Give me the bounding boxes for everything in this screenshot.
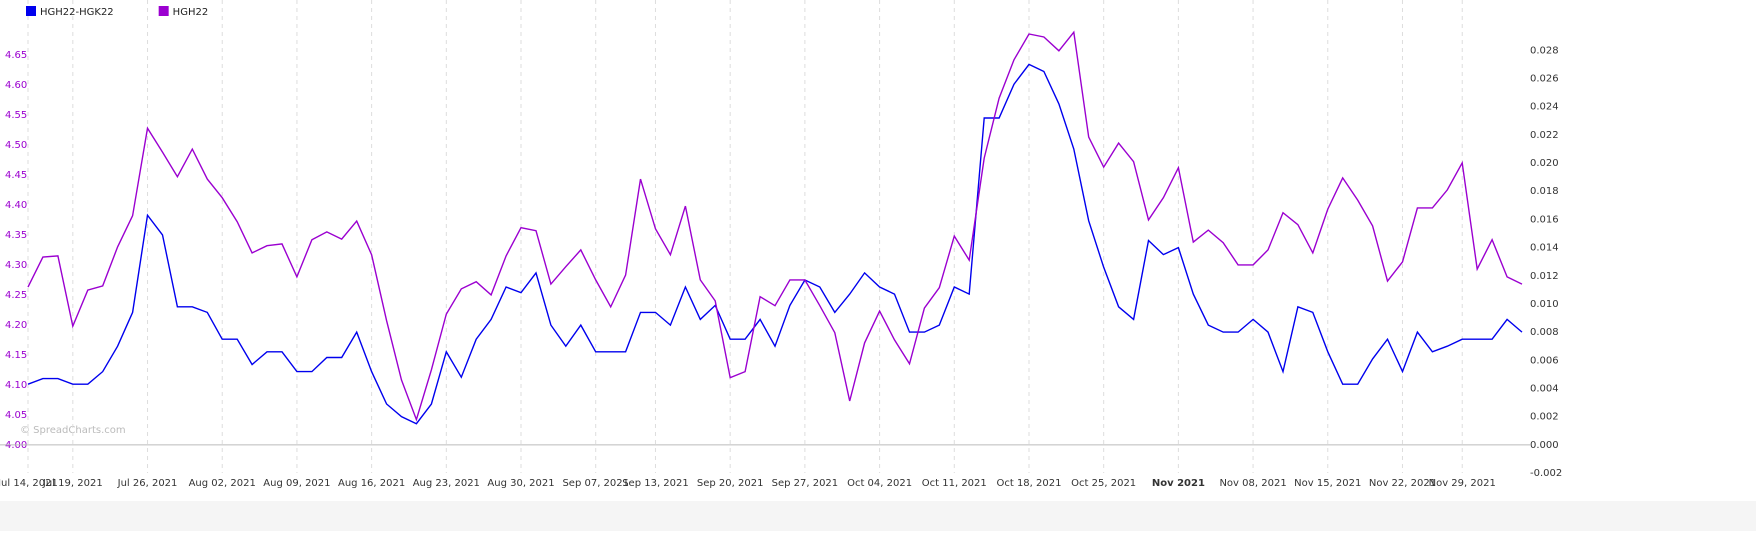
x-tick-label: Nov 29, 2021 [1429,478,1496,489]
x-tick-label: Oct 18, 2021 [996,478,1061,489]
y2-tick-label: 0.014 [1530,243,1559,254]
y2-tick-label: -0.002 [1530,468,1562,479]
y2-tick-label: 0.006 [1530,355,1559,366]
x-tick-label: Jul 26, 2021 [117,478,178,489]
y-tick-label: 4.45 [5,170,27,181]
x-tick-label: Nov 22, 2021 [1369,478,1436,489]
x-tick-label: Oct 04, 2021 [847,478,912,489]
legend-swatch [158,6,169,16]
x-tick-label: Nov 15, 2021 [1294,478,1361,489]
x-tick-label: Sep 27, 2021 [772,478,839,489]
y2-tick-label: 0.024 [1530,102,1559,113]
y2-tick-label: 0.016 [1530,214,1559,225]
y-tick-label: 4.65 [5,50,27,61]
x-tick-label: Sep 07, 2021 [562,478,629,489]
x-tick-label: Aug 16, 2021 [338,478,405,489]
x-tick-label: Aug 30, 2021 [487,478,554,489]
x-tick-label: Sep 13, 2021 [622,478,689,489]
x-tick-label: Aug 23, 2021 [413,478,480,489]
y-tick-label: 4.50 [5,140,27,151]
y2-tick-label: 0.018 [1530,186,1559,197]
legend-label: HGH22 [173,7,209,18]
y2-tick-label: 0.008 [1530,327,1559,338]
y-tick-label: 4.20 [5,320,27,331]
y2-tick-label: 0.010 [1530,299,1559,310]
series-line [27,63,1523,425]
y-tick-label: 4.10 [5,380,27,391]
x-tick-label: Jul 14, 2021 [0,478,58,489]
legend-label: HGH22-HGK22 [40,7,114,18]
x-tick-label: Nov 08, 2021 [1219,478,1286,489]
y-tick-label: 4.05 [5,410,27,421]
x-tick-label: Aug 09, 2021 [263,478,330,489]
y-tick-label: 4.40 [5,200,27,211]
watermark: © SpreadCharts.com [20,425,126,436]
y2-tick-label: 0.000 [1530,440,1559,451]
y-tick-label: 4.25 [5,290,27,301]
y2-tick-label: 0.020 [1530,158,1559,169]
y2-tick-label: 0.002 [1530,412,1559,423]
y2-tick-label: 0.028 [1530,45,1559,56]
series-line [27,30,1523,422]
y2-tick-label: 0.004 [1530,383,1559,394]
x-tick-label: Jul 19, 2021 [42,478,103,489]
y-tick-label: 4.35 [5,230,27,241]
legend-swatch [26,6,36,16]
y-tick-label: 4.30 [5,260,27,271]
x-tick-label: Aug 02, 2021 [189,478,256,489]
x-tick-label: Oct 11, 2021 [922,478,987,489]
y-tick-label: 4.55 [5,110,27,121]
y2-tick-label: 0.012 [1530,271,1559,282]
y-tick-label: 4.60 [5,80,27,91]
y2-tick-label: 0.022 [1530,130,1559,141]
y2-tick-label: 0.026 [1530,74,1559,85]
x-tick-label: Sep 20, 2021 [697,478,764,489]
y-tick-label: 4.15 [5,350,27,361]
x-tick-label: Nov 2021 [1152,478,1205,489]
x-tick-label: Oct 25, 2021 [1071,478,1136,489]
footer-band [0,501,1756,531]
